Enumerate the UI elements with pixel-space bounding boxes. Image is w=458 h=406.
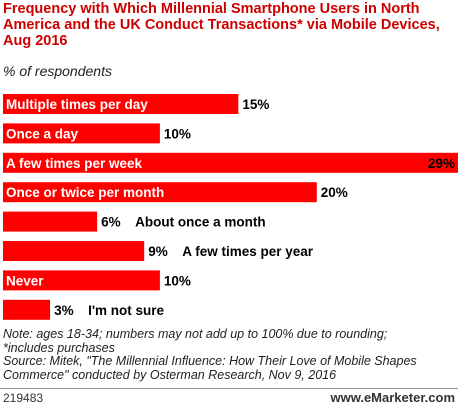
source-line: Commerce" conducted by Osterman Research…: [3, 367, 337, 382]
category-label: Never: [6, 273, 44, 288]
bar: [3, 211, 98, 232]
chart-subtitle: % of respondents: [3, 63, 112, 79]
value-label: 9%: [148, 244, 168, 259]
value-label: 10%: [164, 126, 191, 141]
bar: [3, 182, 317, 203]
source-line: Source: Mitek, "The Millennial Influence…: [3, 354, 417, 368]
bar: [3, 123, 160, 144]
category-label: A few times per year: [182, 244, 314, 259]
bar: [3, 94, 239, 114]
bar: [3, 152, 458, 173]
bar: [3, 241, 145, 261]
value-label: 29%: [428, 156, 455, 171]
category-label: A few times per week: [6, 156, 143, 171]
chart-id: 219483: [3, 391, 44, 405]
brand-link[interactable]: www.eMarketer.com: [330, 390, 455, 405]
category-label: I'm not sure: [88, 303, 164, 318]
category-label: About once a month: [135, 215, 266, 230]
chart-title: Frequency with Which Millennial Smartpho…: [3, 1, 440, 49]
bar: [3, 299, 51, 320]
footer-divider: [0, 388, 458, 389]
category-label: Once a day: [6, 126, 79, 141]
value-label: 6%: [101, 215, 121, 230]
note-line: *includes purchases: [3, 340, 115, 355]
category-label: Multiple times per day: [6, 97, 148, 112]
footnote: Note: ages 18-34; numbers may not add up…: [3, 327, 455, 382]
value-label: 3%: [54, 303, 74, 318]
value-label: 15%: [242, 97, 269, 112]
note-line: Note: ages 18-34; numbers may not add up…: [3, 327, 388, 341]
value-label: 20%: [321, 185, 348, 200]
value-label: 10%: [164, 273, 191, 288]
category-label: Once or twice per month: [6, 185, 164, 200]
bar: [3, 270, 160, 291]
